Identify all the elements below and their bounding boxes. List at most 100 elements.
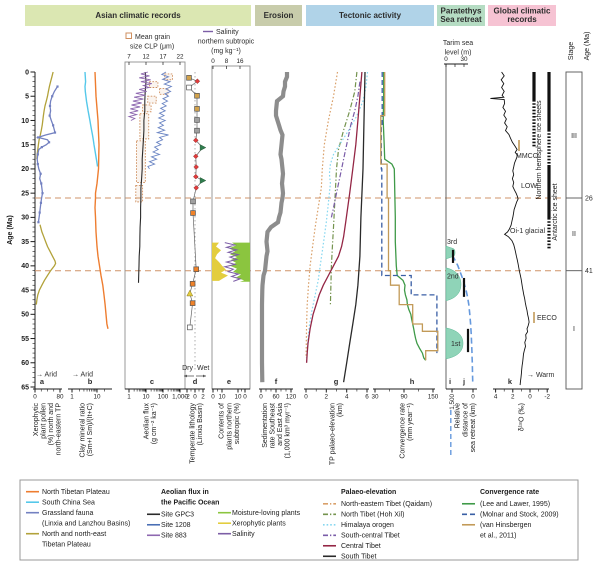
axis-tick-label: 0 [528,394,532,401]
low-label: LOW [521,183,537,190]
arid-annotation: → Arid [36,372,57,379]
lithology-marker-square [186,75,192,81]
axis-tick-label: 4 [345,394,349,401]
oi1-glacial-label: Oi-1 glacial [510,228,545,235]
legend-header: Palaeo-elevation [341,489,396,496]
lithology-marker-square [190,210,196,216]
elevation-south-tibet [342,71,366,383]
series-marker [47,141,51,144]
lithology-marker-triangle [199,144,207,152]
legend-item-label: South Tibet [341,554,376,561]
axis-tick-label: 2 [201,394,205,401]
age-axis-title: Age (Ma) [7,215,14,245]
legend-item-label: North Tibetan Plateau [42,489,110,496]
legend-item-label: Site 1208 [161,522,191,529]
axis-tick-label: 60 [272,394,280,401]
axis-title-line: sea retreat (km) [470,403,477,452]
stage-ii: II [572,231,576,238]
legend-item-label: North-eastern Tibet (Qaidam) [341,501,432,508]
axis-title-line: (1,000 km³ myr⁻¹) [285,403,292,458]
sea-retreat-distance-line [451,254,474,385]
series-marker [40,182,43,185]
boundary-41-label: 41 [585,268,593,275]
lithology-marker-diamond [194,78,201,84]
grain-size-legend-swatch [125,32,132,39]
legend-item-label: Central Tibet [341,543,381,550]
axis-title-line: north-eastern TP [56,403,63,456]
legend-item-label: Salinity [232,531,255,538]
antarctic-ice-label: Antarctic ice sheet [552,183,559,240]
wet-arrowhead-icon [203,374,206,378]
eeco-label: EECO [537,315,557,322]
legend-item-label: Moisture-loving plants [232,510,301,517]
series-marker [38,211,41,214]
legend-item-label: Xerophytic plants [232,521,286,528]
axis-title-line: Sedimentation [262,403,269,448]
lithology-marker-diamond [193,153,199,160]
axis-tick-label: 2 [511,394,515,401]
series-marker [41,192,44,195]
stage-i: I [573,326,575,333]
axis-tick-label: 1,500 [449,394,456,410]
legend-item-label: North and north-east [42,531,106,538]
lithology-marker-diamond [193,173,199,180]
series-marker [36,153,39,156]
axis-title-e: Contents of plants northern subtropic (%) [219,403,241,450]
legend-item-label: (van Hinsbergen [480,522,531,529]
salinity-header: northern subtropic [198,39,255,46]
transgression-label-1st: 1st [451,341,460,348]
legend-item-label: Site 883 [161,533,187,540]
benthic-d18o-curve [490,71,530,386]
header-band [306,5,434,26]
series-marker [48,114,51,117]
legend-header: the Pacific Ocean [161,500,219,507]
elevation-south-central-tibet [330,81,361,218]
axis-title-line: and East Asia [277,403,284,446]
header-band [255,5,302,26]
legend-item-label: Tibetan Plateau [42,542,91,549]
age-tick-label: 15 [21,142,29,149]
salinity-header: Salinity [216,29,239,36]
axis-tick-label: 2 [325,394,329,401]
convergence-lee-and-lawer-1995 [382,72,427,361]
axis-title-line: Convergence rate [400,403,407,459]
lithology-marker-square [194,106,200,112]
series-marker [39,201,43,204]
axis-tick-label: 17 [159,54,167,61]
legend-header: Convergence rate [480,489,539,496]
series-north-and-north-east-tibetan-plateau [35,224,57,305]
axis-title-c: Aeolian flux (g cm⁻² ka⁻¹) [144,403,159,445]
header-band-label: Asian climatic records [95,11,181,20]
lithology-marker-square [189,300,196,306]
axis-tick-label: 100 [158,394,169,401]
axis-tick-label: 80 [56,394,64,401]
axis-title-line: (g cm⁻² ka⁻¹) [151,403,158,444]
axis-tick-label: 10 [142,394,150,401]
header-band [437,5,485,26]
legend-item-label: Grassland fauna [42,510,93,517]
axis-tick-label: 0 [211,58,215,65]
age-tick-label: 35 [21,239,29,246]
header-band-label: Erosion [264,11,294,20]
axis-tick-label: -2 [544,394,550,401]
age-tick-label: 0 [25,69,29,76]
lithology-marker-square [193,266,199,272]
axis-title-line: rate Southeast [270,403,277,449]
age-tick-label: 40 [21,263,29,270]
axis-title-line: (km) [337,403,344,417]
axis-tick-label: 22 [176,54,184,61]
age-tick-label: 45 [21,287,29,294]
age-tick-label: 5 [25,94,29,101]
panel-letter-i: i [449,377,451,386]
lithology-marker-diamond [193,137,199,144]
series-marker [37,221,40,224]
sedimentation-rate-line [259,72,290,383]
wet-annotation: Wet [197,365,209,372]
legend-item-label: (Molnar and Stock, 2009) [480,512,559,519]
axis-tick-label: 90 [400,394,408,401]
grain-size-bar [136,140,146,183]
northern-ice-label: Northern hemisphere ice sheets [536,100,543,200]
axis-tick-label: 1,500 [449,394,456,410]
